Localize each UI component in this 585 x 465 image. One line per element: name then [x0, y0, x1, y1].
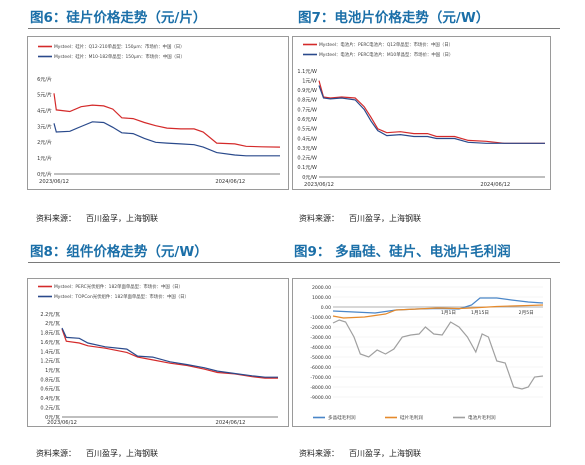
- fig9-ytick-label: -2000.00: [310, 325, 331, 331]
- fig9-ytick-label: -5000.00: [310, 355, 331, 361]
- fig6-source-text: 百川盈孚，上海钢联: [86, 214, 158, 223]
- fig7-legend-label: Mysteel：电池片：PERC电池片：M10单晶型：市场价：中国（日）: [319, 51, 453, 58]
- fig6-legend-label: Mysteel：硅片：M10-182单晶型：150μm：市场价：中国（日）: [54, 53, 185, 60]
- fig8-chart-panel: 0元/瓦 0.2元/瓦 0.4元/瓦 0.6元/瓦 0.8元/瓦 1元/瓦 1.2元/瓦 1.…: [27, 278, 289, 427]
- fig8-source: 资料来源： 百川盈孚，上海钢联: [36, 448, 158, 459]
- fig9-xtick-label: 1月1日: [441, 310, 456, 316]
- fig7-ytick-label: 0.6元/W: [297, 117, 317, 123]
- fig8-ytick-label: 2元/瓦: [45, 321, 60, 327]
- fig8-ytick-label: 0.4元/瓦: [40, 396, 60, 402]
- fig7-ytick-label: 0.8元/W: [297, 98, 317, 104]
- fig8-xtick-label: 2023/06/12: [47, 420, 77, 426]
- fig9-ytick-label: -1000.00: [310, 315, 331, 321]
- fig8-legend-label: Mysteel：PERC光伏组件：182单面单晶型：市场价：中国（日）: [54, 283, 183, 290]
- fig9-legend-label: 硅片毛利润: [400, 414, 423, 421]
- fig8-ytick-label: 2.2元/瓦: [40, 312, 60, 318]
- fig7-ytick-label: 0.5元/W: [297, 127, 317, 133]
- fig8-ytick-label: 1.2元/瓦: [40, 359, 60, 365]
- fig9-xtick-label: 2月5日: [519, 310, 534, 316]
- fig6-ytick-label: 6元/片: [37, 76, 52, 83]
- fig7-ytick-label: 0.4元/W: [297, 136, 317, 142]
- fig9-chart-panel: -9000.00 -8000.00 -7000.00 -6000.00 -5000.00…: [292, 278, 551, 427]
- fig6-title-rule: [28, 28, 290, 29]
- fig9-legend-label: 多晶硅毛利润: [328, 414, 356, 421]
- fig6-series-line-2: [53, 121, 280, 157]
- fig9-ytick-label: -8000.00: [310, 385, 331, 391]
- fig9-ytick-label: -4000.00: [310, 345, 331, 351]
- fig8-ytick-label: 0元/瓦: [45, 415, 60, 421]
- fig8-ytick-label: 0.8元/瓦: [40, 377, 60, 383]
- fig6-ytick-label: 0元/片: [37, 171, 52, 178]
- fig8-ytick-label: 1.4元/瓦: [40, 349, 60, 355]
- fig8-source-label: 资料来源：: [36, 449, 76, 458]
- fig7-chart-panel: 0元/W 0.1元/W 0.2元/W 0.3元/W 0.4元/W 0.5元/W 0.6元/W…: [292, 36, 551, 190]
- fig9-source: 资料来源： 百川盈孚，上海钢联: [299, 448, 421, 459]
- fig7-ytick-label: 0.7元/W: [297, 107, 317, 113]
- fig9-ytick-label: -9000.00: [310, 395, 331, 401]
- fig9-xtick-label: 1月15日: [471, 310, 489, 316]
- fig6-chart: 0元/片 1元/片 2元/片 3元/片 4元/片 5元/片 6元/片 2023/06/12 20…: [37, 43, 281, 185]
- fig8-series-line-2: [61, 327, 278, 378]
- fig7-title: 图7：电池片价格走势（元/W）: [298, 10, 490, 26]
- fig8-xtick-label: 2024/06/12: [216, 420, 246, 426]
- fig7-series-line-2: [318, 85, 545, 144]
- fig6-chart-panel: 0元/片 1元/片 2元/片 3元/片 4元/片 5元/片 6元/片 2023/06/12 20…: [27, 36, 289, 190]
- fig7-ytick-label: 0.2元/W: [297, 156, 317, 162]
- fig7-ytick-label: 1.1元/W: [297, 69, 317, 75]
- fig9-ytick-label: 1000.00: [312, 295, 331, 301]
- fig6-ytick-label: 3元/片: [37, 123, 52, 130]
- fig8-ytick-label: 0.6元/瓦: [40, 387, 60, 393]
- fig6-ytick-label: 5元/片: [37, 92, 52, 99]
- fig7-ytick-label: 0.3元/W: [297, 146, 317, 152]
- fig9-title: 图9： 多晶硅、硅片、电池片毛利润: [294, 244, 511, 260]
- fig9-ytick-label: 2000.00: [312, 285, 331, 291]
- fig7-ytick-label: 0.9元/W: [297, 88, 317, 94]
- fig8-ytick-label: 1元/瓦: [45, 368, 60, 374]
- fig6-source: 资料来源： 百川盈孚，上海钢联: [36, 213, 158, 224]
- fig9-ytick-label: -3000.00: [310, 335, 331, 341]
- fig6-ytick-label: 1元/片: [37, 155, 52, 162]
- fig7-ytick-label: 0元/W: [302, 175, 317, 181]
- fig9-chart: -9000.00 -8000.00 -7000.00 -6000.00 -5000.00…: [310, 285, 544, 421]
- fig6-ytick-label: 2元/片: [37, 139, 52, 146]
- fig9-series-line-3: [332, 319, 544, 390]
- fig6-xtick-label: 2024/06/12: [215, 179, 245, 185]
- fig8-chart: 0元/瓦 0.2元/瓦 0.4元/瓦 0.6元/瓦 0.8元/瓦 1元/瓦 1.2元/瓦 1.…: [38, 283, 278, 426]
- fig8-series-line-1: [61, 328, 278, 379]
- fig7-source: 资料来源： 百川盈孚，上海钢联: [299, 213, 421, 224]
- fig9-ytick-label: 0.00: [321, 305, 331, 311]
- fig9-series-line-2: [332, 304, 544, 319]
- fig6-xtick-label: 2023/06/12: [39, 179, 69, 185]
- fig7-ytick-label: 0.1元/W: [297, 165, 317, 171]
- fig7-series-line-1: [318, 80, 545, 144]
- fig8-legend-label: Mysteel：TOPCon光伏组件：182单面单晶型：市场价：中国（日）: [54, 293, 189, 300]
- fig7-xtick-label: 2024/06/12: [480, 182, 510, 188]
- fig7-source-label: 资料来源：: [299, 214, 339, 223]
- fig7-title-rule: [290, 28, 560, 29]
- fig9-title-rule: [290, 262, 560, 263]
- fig7-xtick-label: 2023/06/12: [304, 182, 334, 188]
- fig7-source-text: 百川盈孚，上海钢联: [349, 214, 421, 223]
- fig9-ytick-label: -6000.00: [310, 365, 331, 371]
- fig9-source-label: 资料来源：: [299, 449, 339, 458]
- fig6-legend-label: Mysteel：硅片：Q12-210单晶型：150μm：市场价：中国（日）: [54, 43, 185, 50]
- fig8-title: 图8：组件价格走势（元/W）: [30, 244, 208, 260]
- fig9-legend-label: 电池片毛利润: [468, 414, 496, 421]
- fig6-source-label: 资料来源：: [36, 214, 76, 223]
- fig6-title: 图6：硅片价格走势（元/片）: [30, 10, 207, 26]
- fig8-ytick-label: 1.6元/瓦: [40, 340, 60, 346]
- fig7-ytick-label: 1元/W: [302, 78, 317, 84]
- fig8-title-rule: [28, 262, 290, 263]
- fig6-ytick-label: 4元/片: [37, 107, 52, 114]
- fig6-series-line-1: [53, 93, 281, 148]
- fig7-legend-label: Mysteel：电池片：PERC电池片：Q12单晶型：市场价：中国（日）: [319, 41, 453, 48]
- fig8-ytick-label: 1.8元/瓦: [40, 331, 60, 337]
- fig9-source-text: 百川盈孚，上海钢联: [349, 449, 421, 458]
- fig8-ytick-label: 0.2元/瓦: [40, 405, 60, 411]
- fig9-ytick-label: -7000.00: [310, 375, 331, 381]
- fig7-chart: 0元/W 0.1元/W 0.2元/W 0.3元/W 0.4元/W 0.5元/W 0.6元/W…: [297, 41, 545, 188]
- fig8-source-text: 百川盈孚，上海钢联: [86, 449, 158, 458]
